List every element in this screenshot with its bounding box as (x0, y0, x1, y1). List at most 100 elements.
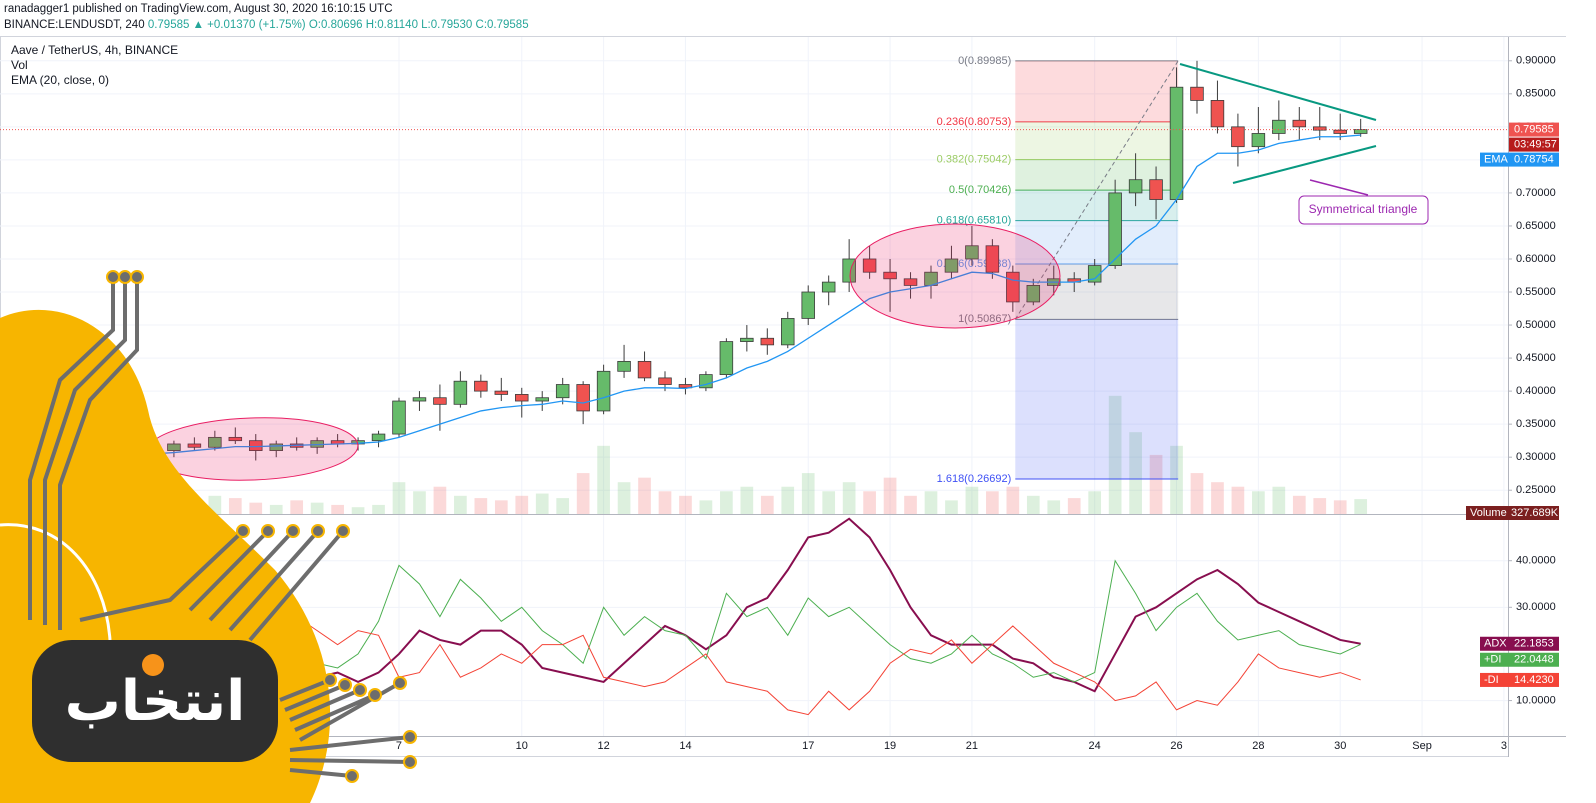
candle-body (1353, 129, 1368, 134)
fib-zone (1015, 319, 1179, 480)
x-tick-label: 10 (516, 740, 528, 752)
change: ▲ +0.01370 (+1.75%) (193, 19, 306, 31)
candle-body (515, 394, 529, 402)
volume-bar (454, 495, 467, 514)
x-tick-label: 12 (597, 740, 609, 752)
volume-bar (1088, 491, 1102, 514)
y-tick-label: 0.90000 (1516, 55, 1556, 67)
y-tick-label: 0.60000 (1516, 253, 1556, 265)
symbol: BINANCE:LENDUSDT, 240 (4, 19, 145, 31)
indicator-badge-value: 22.1853 (1514, 638, 1554, 650)
price-badge (1509, 122, 1559, 137)
candle-body (1087, 265, 1102, 283)
indicator-badge-name: -DI (1484, 674, 1499, 686)
volume-bar (781, 486, 795, 514)
candle-body (862, 258, 877, 273)
volume-bar (556, 498, 570, 514)
volume-bar (965, 486, 979, 514)
y-tick-label: 0.50000 (1516, 319, 1556, 331)
candle-body (494, 390, 509, 395)
volume-bar (1108, 395, 1122, 514)
candle-body (392, 400, 406, 435)
candle-body (883, 271, 897, 280)
candle-body (1292, 119, 1307, 128)
volume-bar (433, 486, 447, 514)
grid (0, 37, 1508, 736)
timer-badge (1509, 137, 1559, 152)
volume-bar (1006, 486, 1020, 514)
x-tick-label: Sep (1412, 740, 1432, 752)
fib-label: 0.5(0.70426) (949, 184, 1011, 196)
indicator-badge (1480, 672, 1559, 687)
fib-label: 1.618(0.26692) (937, 473, 1012, 485)
candle-body (269, 443, 283, 451)
candles (0, 60, 1508, 461)
logo-coin (142, 654, 164, 676)
fib-label: 0.236(0.80753) (937, 116, 1012, 128)
volume-bar (658, 491, 672, 514)
x-tick-label: 28 (1252, 740, 1264, 752)
volume-bar (1211, 482, 1224, 514)
x-tick-label: 14 (679, 740, 691, 752)
x-tick-label: 3 (1501, 740, 1507, 752)
ema-line (153, 134, 1361, 455)
y-tick-label: 10.0000 (1516, 694, 1556, 706)
price-badge-text: 0.79585 (1514, 123, 1554, 135)
candle-body (1333, 129, 1347, 134)
candle-body (760, 337, 775, 346)
fib-label: 0(0.89985) (958, 55, 1011, 67)
drawings: Symmetrical triangle (145, 63, 1429, 481)
candle-body (167, 443, 181, 451)
fib-label: 0.382(0.75042) (937, 154, 1012, 166)
indicator-line (276, 559, 1361, 683)
candle-body (412, 397, 427, 402)
candle-body (965, 245, 979, 260)
candle-body (555, 384, 570, 399)
volume-bar (1190, 473, 1204, 514)
legend-ema: EMA (20, close, 0) (11, 73, 109, 87)
volume-badge (1466, 506, 1559, 520)
volume-bar (1129, 432, 1142, 514)
volume-bar (310, 502, 324, 514)
legend-vol: Vol (11, 58, 28, 72)
logo-badge (32, 640, 278, 762)
indicator-badge (1480, 636, 1559, 651)
fib-trend (1014, 60, 1179, 320)
logo: انتخاب (0, 270, 417, 803)
volume-bar (1170, 445, 1183, 514)
volume-bar (1272, 486, 1286, 514)
x-tick-label: 7 (396, 740, 402, 752)
volume-bar (1292, 495, 1306, 514)
candle-body (228, 436, 243, 442)
y-tick-label: 40.0000 (1516, 555, 1556, 567)
candle-body (535, 397, 549, 402)
volume-bar (617, 482, 631, 514)
volume-badge-value: 327.689K (1511, 507, 1559, 519)
x-tick-label: 30 (1334, 740, 1346, 752)
volume-bar (638, 477, 651, 514)
circuit (28, 277, 139, 630)
y-tick-label: 0.40000 (1516, 385, 1556, 397)
volume-bar (474, 498, 488, 514)
volume-bar (924, 491, 938, 514)
candle-body (1313, 126, 1327, 131)
volume-bar (883, 477, 897, 514)
volume-bar (413, 491, 426, 514)
indicator-line (316, 517, 1361, 693)
candle-body (658, 377, 672, 385)
candle-body (1190, 86, 1204, 101)
legend-title: Aave / TetherUS, 4h, BINANCE (11, 43, 178, 57)
volume-bar (392, 482, 406, 514)
annotation-text: Symmetrical triangle (1309, 202, 1418, 216)
published-line: ranadagger1 published on TradingView.com… (4, 3, 393, 15)
triangle-lower (1232, 145, 1377, 184)
candle-body (1251, 133, 1266, 148)
volume-bar (269, 504, 283, 514)
x-tick-label: 24 (1089, 740, 1101, 752)
volume-bar (945, 500, 958, 514)
volume-bar (331, 504, 344, 514)
candle-body (596, 370, 611, 412)
candle-body (903, 278, 918, 286)
y-tick-label: 0.70000 (1516, 187, 1556, 199)
